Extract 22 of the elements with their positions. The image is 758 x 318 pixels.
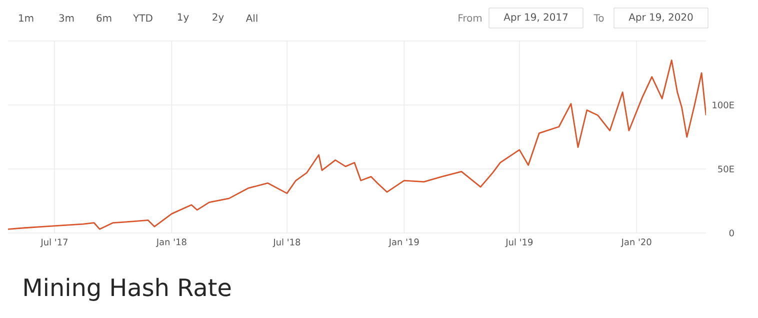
x-tick-label: Jul '18 [272, 238, 300, 248]
text: All [246, 14, 258, 22]
x-tick-label: Jan '18 [156, 238, 186, 247]
text: 1y [178, 13, 189, 23]
y-tick-label: 100E [712, 102, 734, 108]
text: 6m [96, 14, 112, 22]
text: Apr 19, 2020 [628, 13, 693, 23]
y-tick-label: 50E [718, 166, 734, 172]
text: YTD [133, 14, 152, 22]
line-series [8, 60, 706, 230]
text: 1m [19, 14, 34, 22]
text: From [458, 14, 482, 22]
x-tick-label: Jul '17 [40, 238, 68, 248]
text: To [594, 14, 604, 22]
x-tick-label: Jan '19 [388, 238, 419, 247]
x-tick-label: Jul '19 [505, 238, 533, 248]
text: Mining Hash Rate [24, 278, 231, 301]
y-tick-label: 0 [729, 230, 734, 236]
text: 3m [59, 14, 74, 22]
x-tick-label: Jan '20 [620, 238, 652, 247]
text: Apr 19, 2017 [504, 13, 568, 23]
text: 2y [212, 13, 224, 23]
